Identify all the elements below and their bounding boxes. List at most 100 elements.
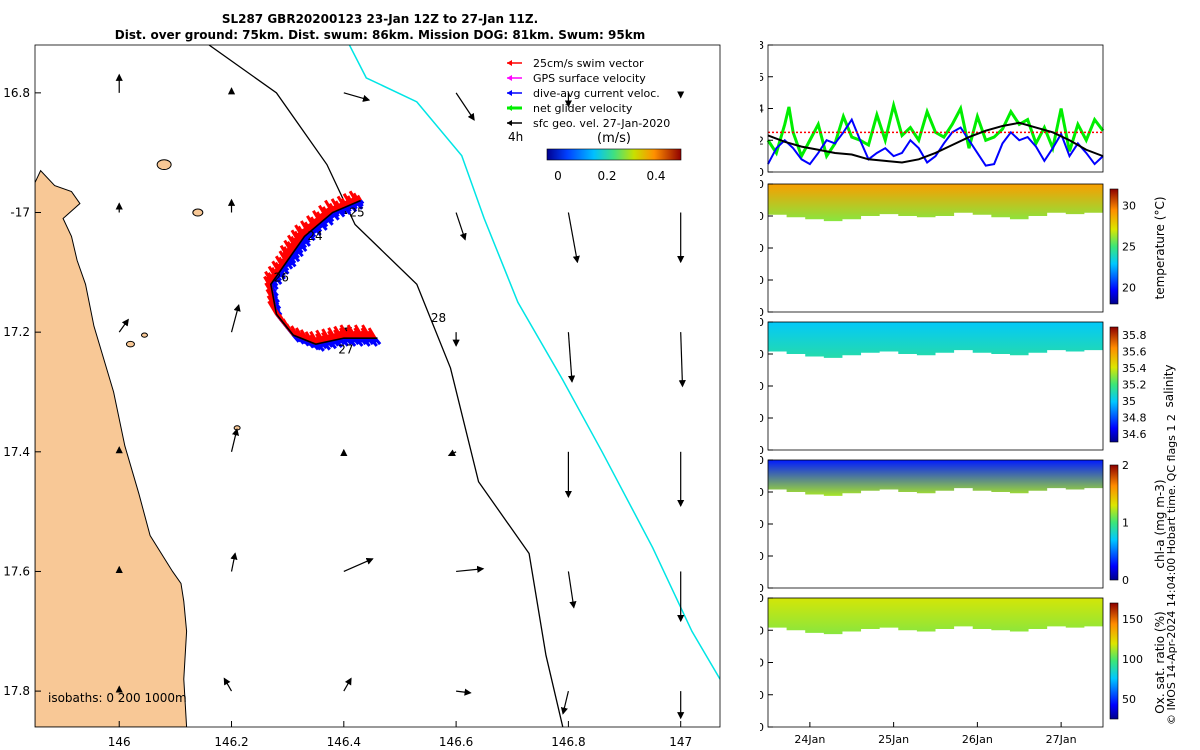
map-xtick-label-2: 146.4 bbox=[327, 735, 361, 749]
swim-vector bbox=[326, 333, 334, 342]
velocity-colorbar bbox=[546, 148, 682, 161]
map-xtick-label-1: 146.2 bbox=[214, 735, 248, 749]
depth-tick-label-0-4: 200 bbox=[760, 306, 764, 319]
colorbar-tick-3-1: 100 bbox=[1122, 653, 1143, 666]
current-vector-dive bbox=[274, 276, 283, 286]
island-3 bbox=[140, 332, 148, 338]
island-0 bbox=[156, 159, 172, 171]
map-xtick-label-0: 146 bbox=[108, 735, 131, 749]
swim-vector bbox=[309, 330, 320, 345]
current-vector-dive bbox=[302, 237, 311, 247]
swim-vector bbox=[328, 202, 336, 213]
velocity-ytick-label-4: 0.8 bbox=[760, 39, 764, 52]
depth-tick-label-1-1: 50 bbox=[760, 348, 764, 361]
swim-vector bbox=[352, 330, 360, 339]
swim-vector bbox=[339, 324, 350, 339]
swim-vector bbox=[267, 265, 277, 279]
swim-vector bbox=[303, 221, 312, 233]
colorbar-tick-1: 0.2 bbox=[597, 169, 616, 183]
current-vector-17 bbox=[678, 332, 686, 388]
depth-tick-label-0-3: 150 bbox=[760, 274, 764, 287]
swim-vector bbox=[270, 266, 279, 277]
current-vector-19 bbox=[230, 428, 240, 452]
isobath-1000m-line bbox=[348, 45, 720, 680]
current-vector-dive bbox=[320, 341, 328, 350]
current-vector-31 bbox=[223, 677, 233, 692]
swim-vector bbox=[333, 329, 342, 340]
swim-vector bbox=[307, 222, 314, 231]
swim-vector bbox=[361, 324, 372, 339]
current-vector-dive bbox=[349, 203, 358, 213]
swim-vector bbox=[277, 256, 286, 267]
current-vector-dive bbox=[361, 337, 371, 347]
colorbar-oxygen-saturation bbox=[1109, 602, 1119, 720]
colorbar-label-2: chl-a (mg m-3) bbox=[1153, 479, 1167, 568]
depth-tick-label-1-4: 200 bbox=[760, 444, 764, 457]
swim-vector bbox=[286, 241, 295, 253]
swim-vector bbox=[350, 197, 356, 204]
swim-vector bbox=[325, 207, 332, 215]
swim-vector bbox=[319, 212, 326, 221]
swim-vector bbox=[327, 330, 336, 342]
current-vector-dive bbox=[300, 238, 307, 246]
swim-vector bbox=[334, 200, 342, 210]
current-vector-13 bbox=[230, 303, 241, 333]
colorbar-tick-0-2: 30 bbox=[1122, 199, 1136, 212]
swim-vector bbox=[338, 202, 344, 210]
swim-vector bbox=[273, 268, 280, 275]
colorbar-temperature bbox=[1109, 188, 1119, 305]
swim-vector bbox=[293, 230, 303, 243]
velocity-series-3 bbox=[767, 121, 1104, 164]
current-vector-dive bbox=[359, 199, 365, 205]
swim-vector bbox=[285, 247, 293, 257]
day-label-24: 24 bbox=[307, 229, 322, 243]
current-vector-dive bbox=[315, 225, 323, 233]
current-vector-dive bbox=[282, 264, 290, 272]
current-vector-10 bbox=[567, 212, 580, 264]
swim-vector bbox=[267, 272, 275, 282]
colorbar-tick-1-5: 35.6 bbox=[1122, 346, 1147, 359]
colorbar-chl-a bbox=[1109, 464, 1119, 581]
colorbar-tick-0-0: 20 bbox=[1122, 282, 1136, 295]
swim-vector bbox=[332, 332, 340, 341]
depth-tick-label-2-4: 200 bbox=[760, 582, 764, 595]
current-vector-dive bbox=[298, 242, 308, 253]
swim-vector bbox=[338, 330, 346, 339]
track-map[interactable]: 24 26 27 28 25 isobaths: 0 200 1000m 146 146.2 1… bbox=[0, 0, 760, 750]
heatmap-data-temperature bbox=[768, 184, 1103, 222]
depth-tick-label-2-1: 50 bbox=[760, 486, 764, 499]
swim-vector bbox=[264, 270, 274, 284]
depth-tick-label-3-3: 150 bbox=[760, 689, 764, 702]
depth-tick-label-3-4: 200 bbox=[760, 721, 764, 734]
isobath-label: isobaths: 0 200 1000m bbox=[48, 691, 187, 705]
current-vector-dive bbox=[321, 220, 329, 228]
colorbar-tick-1-4: 35.4 bbox=[1122, 362, 1147, 375]
current-vector-dive bbox=[288, 255, 297, 264]
swim-vector bbox=[278, 250, 288, 263]
timeseries-panels[interactable]: 00.20.40.60.8velocity magnitude (m/s)050… bbox=[760, 0, 1200, 750]
figure-title-line-2: Dist. over ground: 75km. Dist. swum: 86k… bbox=[114, 28, 646, 42]
swim-vector bbox=[279, 244, 291, 260]
legend-label-1: GPS surface velocity bbox=[533, 72, 646, 85]
swim-vector bbox=[309, 334, 318, 345]
current-vector-dive bbox=[281, 266, 290, 275]
colorbar-label-0: temperature (°C) bbox=[1153, 197, 1167, 300]
swim-vector bbox=[340, 197, 348, 208]
current-vector-dive bbox=[373, 337, 382, 346]
current-vector-dive bbox=[296, 245, 304, 254]
swim-vector bbox=[274, 261, 282, 272]
swim-vector bbox=[333, 325, 344, 340]
heatmap-data-chl-a bbox=[768, 460, 1103, 496]
swim-vector bbox=[321, 331, 330, 343]
current-vector-25 bbox=[230, 552, 238, 572]
colorbar-tick-0-1: 25 bbox=[1122, 241, 1136, 254]
colorbar-salinity bbox=[1109, 326, 1119, 443]
current-vector-dive bbox=[343, 206, 352, 215]
legend-arrow-4 bbox=[507, 120, 512, 126]
swim-vector bbox=[318, 204, 328, 219]
swim-vector bbox=[356, 194, 362, 202]
swim-vector bbox=[315, 211, 324, 222]
island-2 bbox=[125, 340, 135, 348]
depth-tick-label-1-2: 100 bbox=[760, 380, 764, 393]
current-vector-dive bbox=[275, 274, 282, 282]
